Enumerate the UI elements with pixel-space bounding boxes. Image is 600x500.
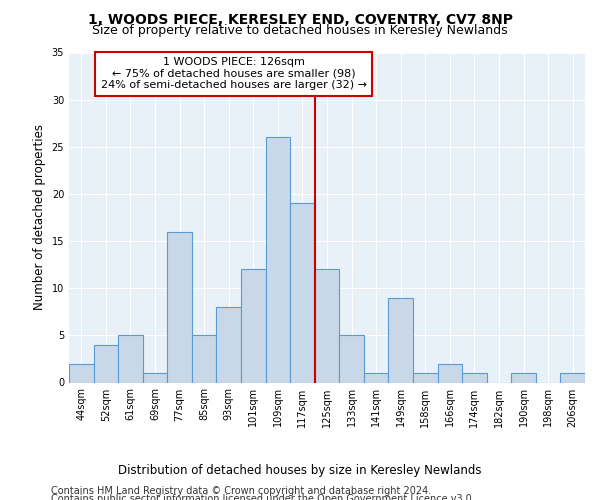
Bar [241, 270, 266, 382]
Text: 1 WOODS PIECE: 126sqm
← 75% of detached houses are smaller (98)
24% of semi-deta: 1 WOODS PIECE: 126sqm ← 75% of detached … [101, 57, 367, 90]
Y-axis label: Number of detached properties: Number of detached properties [33, 124, 46, 310]
Bar [364, 373, 388, 382]
Bar [143, 373, 167, 382]
Text: Size of property relative to detached houses in Keresley Newlands: Size of property relative to detached ho… [92, 24, 508, 37]
Bar [69, 364, 94, 382]
Text: 1, WOODS PIECE, KERESLEY END, COVENTRY, CV7 8NP: 1, WOODS PIECE, KERESLEY END, COVENTRY, … [88, 12, 512, 26]
Bar [339, 336, 364, 382]
Text: Contains public sector information licensed under the Open Government Licence v3: Contains public sector information licen… [51, 494, 475, 500]
Bar [94, 345, 118, 383]
Bar [266, 138, 290, 382]
Bar [413, 373, 437, 382]
Bar [315, 270, 339, 382]
Bar [511, 373, 536, 382]
Bar [437, 364, 462, 382]
Bar [560, 373, 585, 382]
Bar [217, 307, 241, 382]
Bar [388, 298, 413, 382]
Bar [118, 336, 143, 382]
Text: Contains HM Land Registry data © Crown copyright and database right 2024.: Contains HM Land Registry data © Crown c… [51, 486, 431, 496]
Bar [290, 204, 315, 382]
Text: Distribution of detached houses by size in Keresley Newlands: Distribution of detached houses by size … [118, 464, 482, 477]
Bar [192, 336, 217, 382]
Bar [462, 373, 487, 382]
Bar [167, 232, 192, 382]
